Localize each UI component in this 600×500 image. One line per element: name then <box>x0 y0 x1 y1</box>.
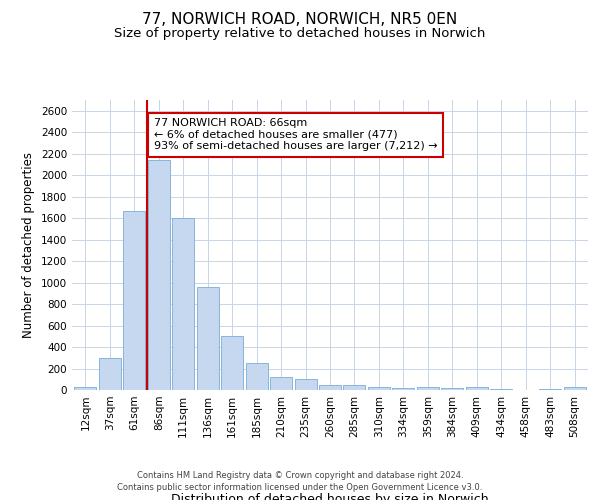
Bar <box>197 287 219 390</box>
Bar <box>172 218 194 390</box>
Bar <box>343 384 365 390</box>
Bar <box>441 388 463 390</box>
Bar <box>319 384 341 390</box>
Bar <box>245 363 268 390</box>
Bar <box>392 388 415 390</box>
Text: Size of property relative to detached houses in Norwich: Size of property relative to detached ho… <box>115 28 485 40</box>
Text: Contains HM Land Registry data © Crown copyright and database right 2024.
Contai: Contains HM Land Registry data © Crown c… <box>118 471 482 492</box>
Bar <box>417 387 439 390</box>
Y-axis label: Number of detached properties: Number of detached properties <box>22 152 35 338</box>
Bar <box>563 388 586 390</box>
Bar <box>124 210 145 390</box>
Bar <box>148 160 170 390</box>
Bar <box>99 358 121 390</box>
Bar <box>74 388 97 390</box>
Bar <box>368 387 390 390</box>
Bar <box>466 388 488 390</box>
Text: 77, NORWICH ROAD, NORWICH, NR5 0EN: 77, NORWICH ROAD, NORWICH, NR5 0EN <box>142 12 458 28</box>
Bar <box>221 336 243 390</box>
Bar <box>270 377 292 390</box>
X-axis label: Distribution of detached houses by size in Norwich: Distribution of detached houses by size … <box>171 492 489 500</box>
Text: 77 NORWICH ROAD: 66sqm
← 6% of detached houses are smaller (477)
93% of semi-det: 77 NORWICH ROAD: 66sqm ← 6% of detached … <box>154 118 437 152</box>
Bar <box>295 380 317 390</box>
